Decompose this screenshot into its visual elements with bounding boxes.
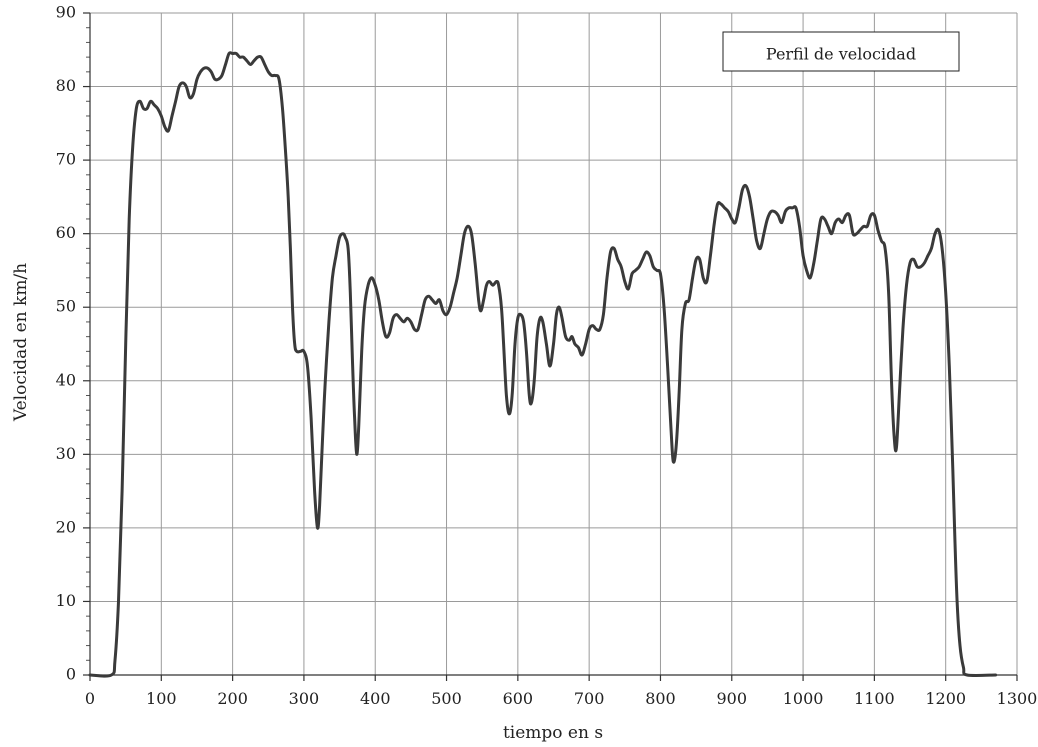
x-tick-labels: 0 100 200 300 400 500 600 700 800 900 1000 1100 1200… — [85, 689, 1037, 708]
x-tick-label: 600 — [503, 689, 534, 708]
y-tick-label: 40 — [56, 370, 76, 389]
x-tick-label: 700 — [574, 689, 605, 708]
y-tick-label: 90 — [56, 3, 76, 22]
x-tick-label: 500 — [431, 689, 462, 708]
y-axis-title: Velocidad en km/h — [11, 263, 31, 422]
y-tick-label: 10 — [56, 591, 76, 610]
x-tick-label: 200 — [217, 689, 248, 708]
x-tick-label: 900 — [716, 689, 747, 708]
y-tick-label: 70 — [56, 150, 76, 169]
x-tick-label: 400 — [360, 689, 391, 708]
x-tick-label: 800 — [645, 689, 676, 708]
y-tick-label: 60 — [56, 223, 76, 242]
y-tick-label: 80 — [56, 76, 76, 95]
y-tick-labels: 0 10 20 30 40 50 60 70 80 90 — [56, 3, 76, 684]
speed-series-line — [88, 51, 998, 678]
grid-lines — [90, 12, 1018, 675]
y-tick-label: 30 — [56, 444, 76, 463]
minor-ticks — [86, 27, 90, 661]
legend-label: Perfil de velocidad — [766, 45, 916, 64]
x-axis-title: tiempo en s — [503, 723, 603, 743]
y-tick-label: 0 — [66, 665, 76, 684]
x-tick-label: 1100 — [854, 689, 895, 708]
series-group — [88, 51, 998, 678]
legend-box — [722, 31, 960, 72]
x-tick-label: 300 — [289, 689, 320, 708]
legend: Perfil de velocidad — [722, 31, 960, 72]
x-tick-label: 1200 — [925, 689, 966, 708]
y-tick-label: 20 — [56, 517, 76, 536]
x-tick-label: 100 — [146, 689, 177, 708]
x-tick-label: 0 — [85, 689, 95, 708]
x-tick-label: 1300 — [997, 689, 1038, 708]
x-tick-label: 1000 — [783, 689, 824, 708]
y-tick-label: 50 — [56, 297, 76, 316]
axes — [83, 12, 1018, 681]
